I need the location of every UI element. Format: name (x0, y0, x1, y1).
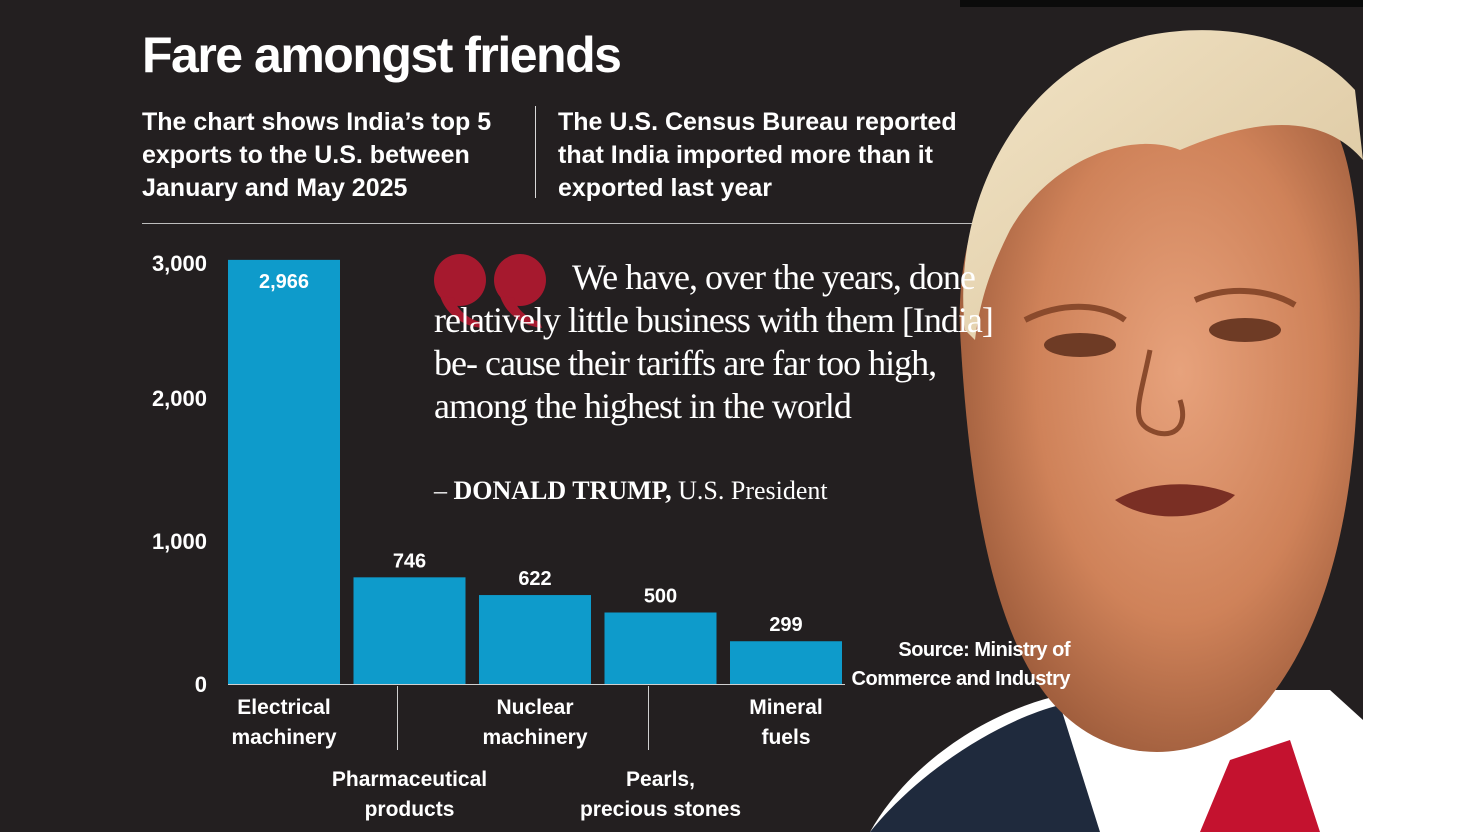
bar (730, 641, 842, 684)
deck-left: The chart shows India’s top 5 exports to… (142, 108, 492, 202)
header-rule (142, 223, 978, 224)
attribution-title: U.S. President (671, 476, 828, 505)
bar-value-label: 746 (393, 550, 426, 572)
y-tick-label: 2,000 (152, 386, 207, 411)
quote-mark-icon (434, 254, 546, 328)
category-label: Electrical (237, 696, 330, 719)
top-strip (960, 0, 1363, 7)
y-tick-label: 3,000 (152, 251, 207, 276)
y-tick-label: 1,000 (152, 529, 207, 554)
category-label: Mineral (749, 696, 823, 719)
bar (228, 259, 340, 684)
deck-divider (535, 106, 536, 198)
category-label: Pharmaceutical (332, 768, 487, 791)
source-note: Source: Ministry of Commerce and Industr… (851, 639, 1071, 690)
category-label: fuels (761, 726, 810, 749)
bar (604, 612, 717, 684)
category-label: machinery (482, 726, 587, 749)
deck-right: The U.S. Census Bureau reported that Ind… (558, 108, 957, 202)
headline: Fare amongst friends (142, 27, 622, 83)
pull-quote: We have, over the years, done relatively… (434, 257, 994, 426)
bar-chart: 0 1,000 2,000 3,000 2,966 746 622 500 299 Electri… (152, 251, 845, 821)
bar-value-label: 299 (769, 614, 802, 636)
bar (479, 595, 591, 684)
category-label: machinery (231, 726, 336, 749)
bar (353, 577, 466, 684)
category-label: products (365, 798, 455, 821)
bar-value-label: 622 (518, 568, 551, 590)
bar-value-label: 2,966 (259, 271, 309, 293)
bar-value-label: 500 (644, 586, 677, 608)
infographic-panel: Fare amongst friends The chart shows Ind… (0, 0, 1363, 832)
y-tick-label: 0 (195, 672, 207, 697)
attribution-name: DONALD TRUMP, (453, 476, 672, 505)
attribution-dash: – (434, 476, 454, 505)
category-label: precious stones (580, 798, 741, 821)
portrait-photo-icon (870, 30, 1363, 832)
category-label: Pearls, (626, 768, 695, 791)
category-label: Nuclear (496, 696, 573, 719)
quote-attribution: – DONALD TRUMP, U.S. President (434, 476, 828, 506)
